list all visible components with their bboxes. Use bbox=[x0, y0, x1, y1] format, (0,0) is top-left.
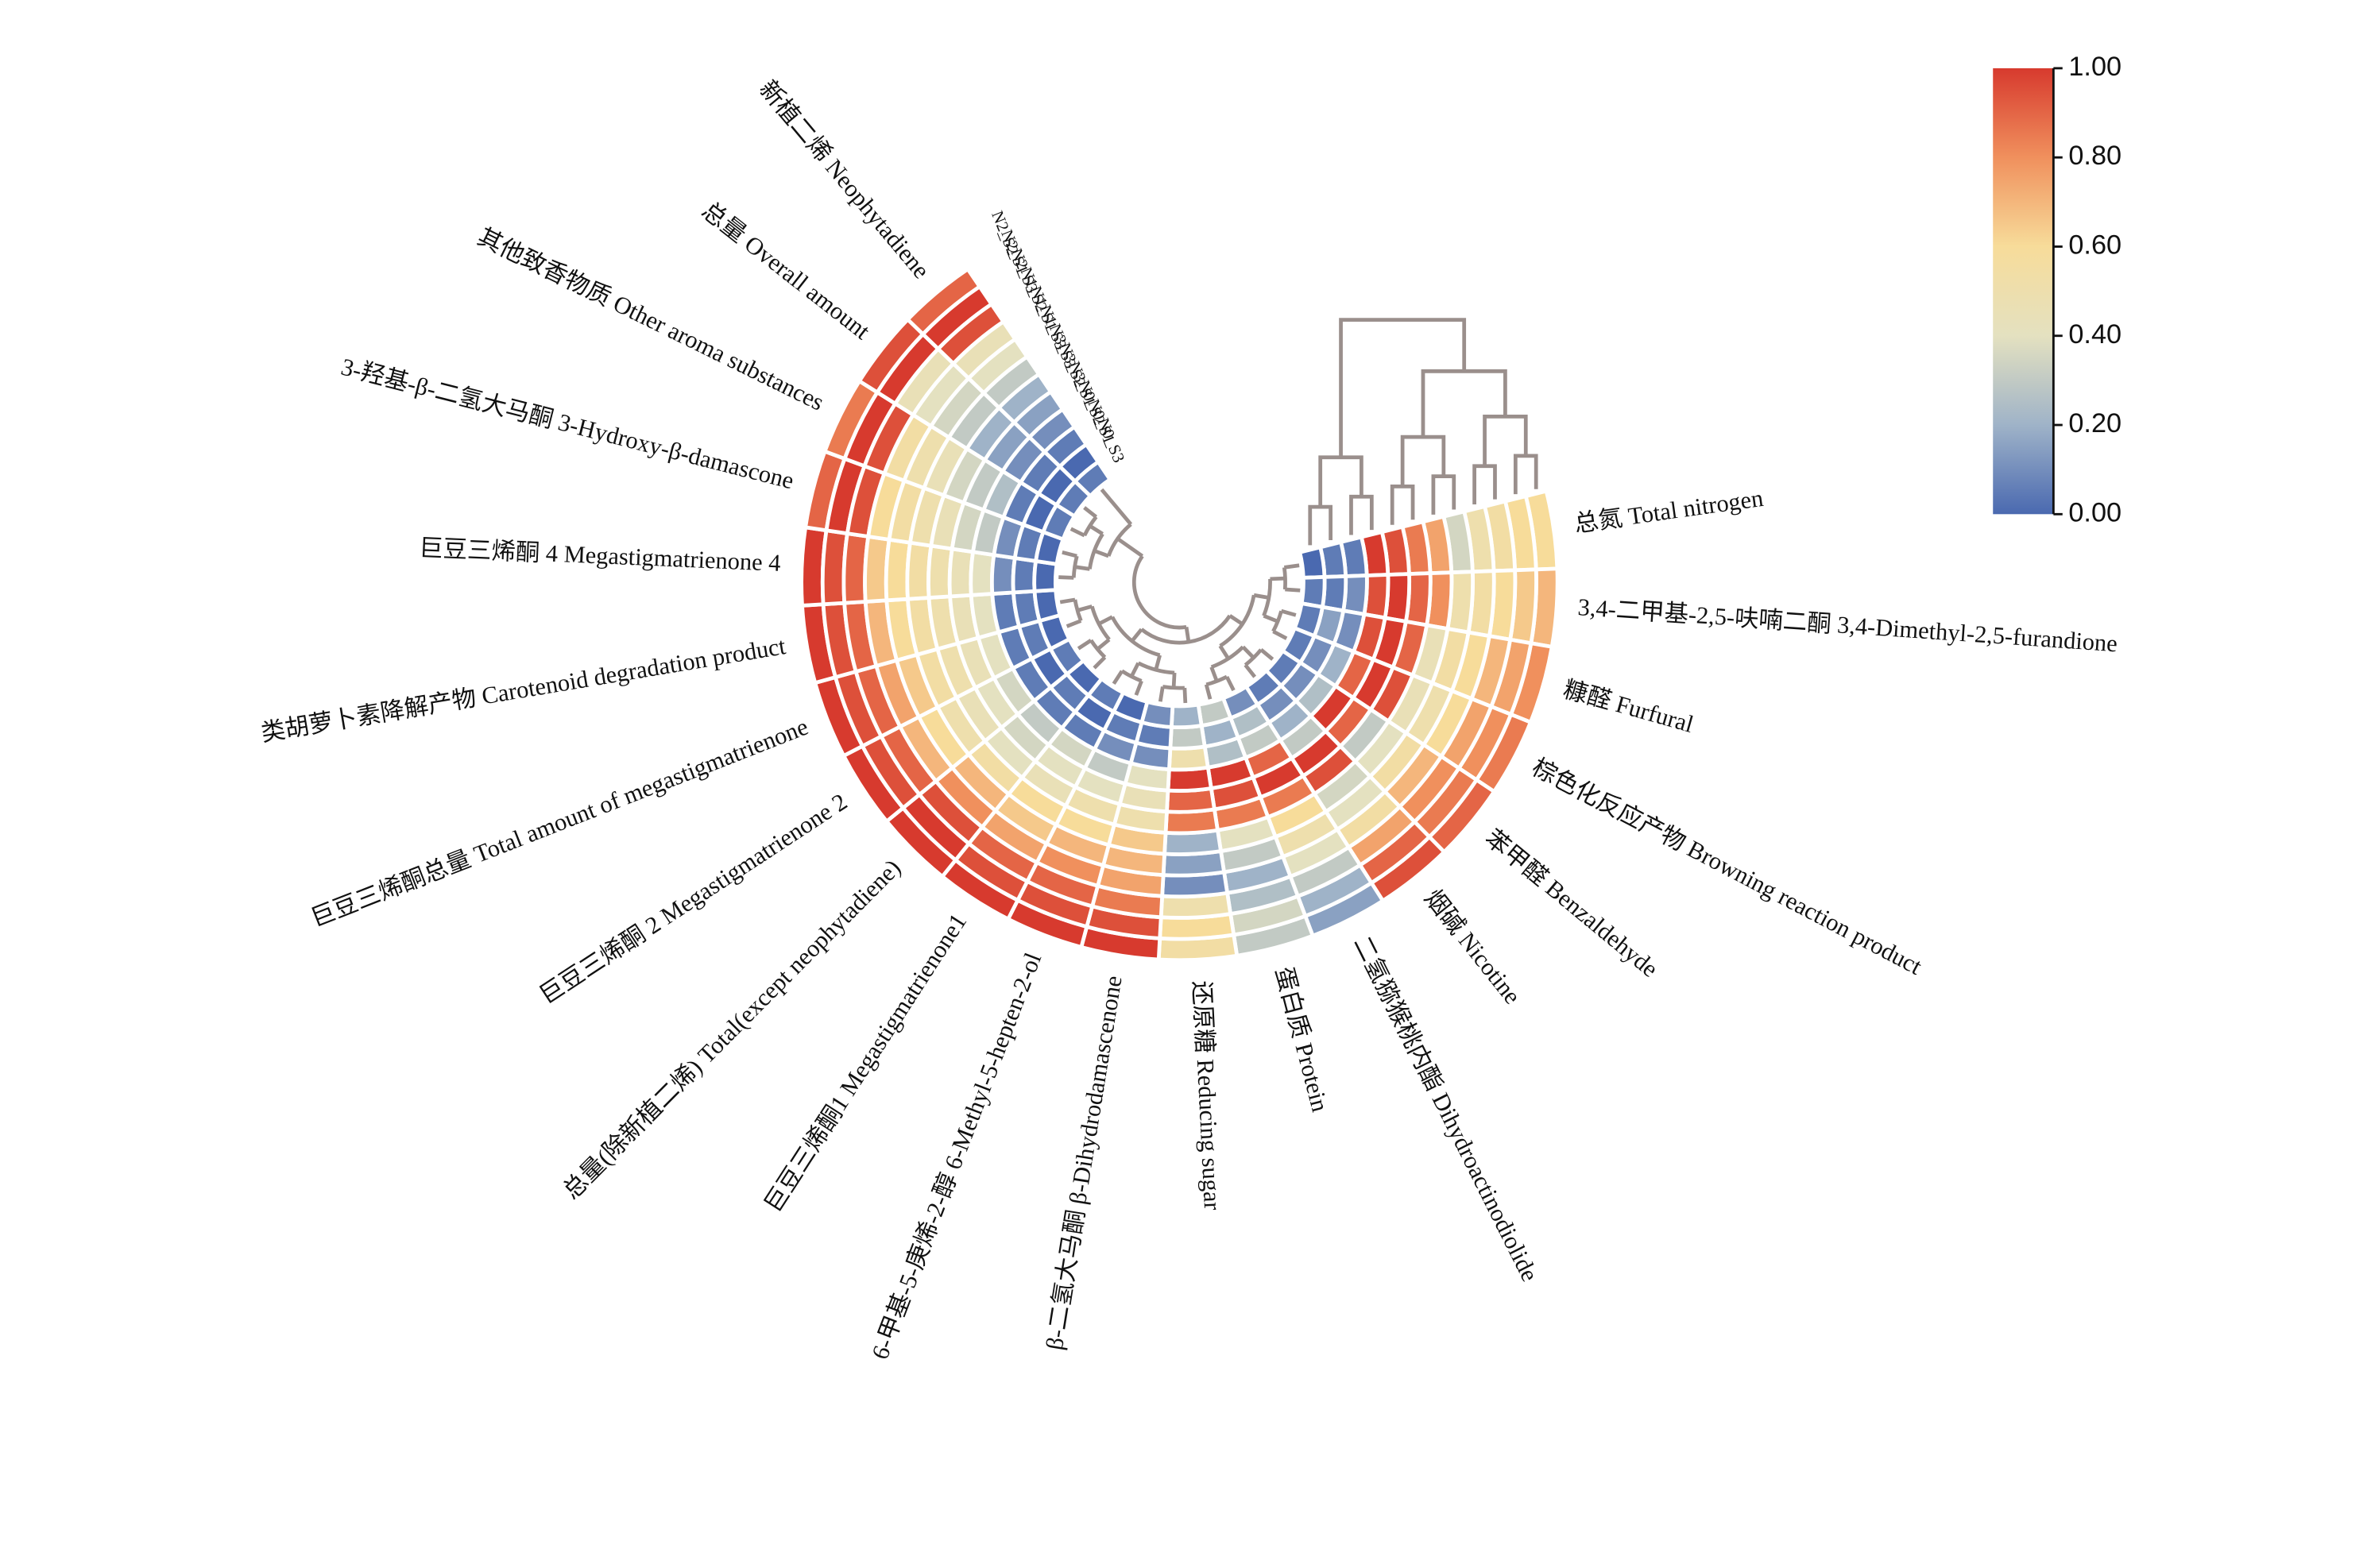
colorbar-tick-label: 0.00 bbox=[2068, 497, 2122, 527]
dendrogram-branch bbox=[1421, 369, 1507, 438]
dendrogram-branch bbox=[1089, 639, 1107, 659]
dendrogram-branch bbox=[1308, 504, 1333, 546]
heatmap-cell bbox=[1196, 695, 1233, 728]
dendrogram-branch bbox=[1224, 675, 1236, 692]
heatmap bbox=[799, 266, 1560, 963]
dendrogram-branch bbox=[1100, 488, 1133, 526]
dendrogram-branch bbox=[1285, 587, 1301, 593]
dendrogram-branch bbox=[1205, 674, 1228, 687]
dendrogram-branch bbox=[1283, 563, 1300, 570]
dendrogram-branch bbox=[1280, 608, 1297, 617]
dendrogram-branch bbox=[1209, 666, 1219, 682]
dendrogram-branch bbox=[1282, 567, 1287, 590]
dendrogram-branch bbox=[1431, 474, 1456, 515]
colorbar-tick-label: 0.60 bbox=[2068, 230, 2122, 261]
colorbar-tick-label: 0.40 bbox=[2068, 319, 2122, 350]
dendrogram-branch bbox=[1259, 648, 1274, 661]
dendrogram-branch bbox=[1116, 537, 1144, 558]
dendrogram-branch bbox=[1112, 670, 1124, 686]
colorbar-scale bbox=[1993, 68, 2054, 515]
dendrogram-branch bbox=[1074, 565, 1090, 571]
category-label: 总量 Overall amount bbox=[697, 197, 876, 346]
dendrogram-branch bbox=[1272, 629, 1288, 640]
category-label: 烟碱 Nicotine bbox=[1419, 885, 1526, 1010]
dendrogram-branch bbox=[1059, 597, 1076, 604]
colorbar: 0.00 0.20 0.40 0.60 0.80 1.00 bbox=[1993, 52, 2122, 527]
dendrogram-branch bbox=[1218, 644, 1230, 660]
heatmap-cell bbox=[1011, 555, 1039, 595]
dendrogram-branch bbox=[1090, 605, 1111, 641]
colorbar-tick-label: 0.80 bbox=[2068, 141, 2122, 171]
category-label: 巨豆三烯酮总量 Total amount of megastigmatrieno… bbox=[307, 713, 811, 933]
category-label: 总量(除新植二烯) Total(except neophytadiene) bbox=[558, 854, 906, 1204]
dendrogram-branch bbox=[1093, 549, 1109, 558]
dendrogram-branch bbox=[1077, 639, 1093, 651]
dendrogram-branch bbox=[1270, 576, 1286, 581]
dendrogram-branch bbox=[1262, 578, 1272, 617]
category-label: 总氮 Total nitrogen bbox=[1572, 485, 1765, 538]
heatmap-cell bbox=[1072, 459, 1113, 499]
dendrogram-branch bbox=[1263, 614, 1278, 624]
dendrogram-branch bbox=[1066, 619, 1082, 628]
dendrogram-branch bbox=[1204, 684, 1213, 700]
dendrogram-branch bbox=[1110, 616, 1161, 658]
heatmap-cell bbox=[1032, 588, 1062, 624]
colorbar-tick-label: 0.20 bbox=[2068, 408, 2122, 438]
dendrogram-branch bbox=[1182, 687, 1188, 704]
dendrogram-branch bbox=[1253, 593, 1270, 600]
dendrogram-branch bbox=[1089, 524, 1104, 536]
heatmap-cell bbox=[1297, 545, 1327, 580]
dendrogram-branch bbox=[1158, 686, 1165, 702]
dendrogram-branch bbox=[1244, 648, 1263, 667]
dendrogram-branch bbox=[1390, 485, 1415, 525]
dendrogram-branch bbox=[1228, 614, 1244, 626]
dendrogram-branch bbox=[1134, 680, 1143, 696]
dendrogram-branch bbox=[1271, 610, 1283, 632]
heatmap-cell bbox=[1169, 702, 1204, 730]
category-label: β-二氢大马酮 β-Dihydrodamascenone bbox=[1041, 974, 1127, 1352]
dendrogram-branch bbox=[1244, 663, 1257, 678]
dendrogram-branch bbox=[1093, 655, 1107, 670]
category-label: 类胡萝卜素降解产物 Carotenoid degradation product bbox=[259, 632, 788, 747]
category-label: 3,4-二甲基-2,5-呋喃二酮 3,4-Dimethyl-2,5-furand… bbox=[1577, 593, 2118, 657]
dendrogram-branch bbox=[1140, 614, 1232, 645]
category-label: 苯甲醛 Benzaldehyde bbox=[1480, 825, 1664, 983]
dendrogram-branch bbox=[1400, 434, 1446, 487]
dendrogram-branch bbox=[1077, 604, 1093, 612]
dendrogram-branch bbox=[1219, 594, 1256, 648]
dendrogram-branch bbox=[1083, 506, 1098, 519]
dendrogram-branch bbox=[1058, 575, 1074, 580]
dendrogram-branch bbox=[1130, 628, 1143, 643]
category-label: 蛋白质 Protein bbox=[1270, 964, 1333, 1114]
dendrogram-branch bbox=[1096, 638, 1111, 651]
dendrogram-branch bbox=[1483, 415, 1528, 466]
dendrogram-branch bbox=[1339, 318, 1467, 458]
dendrogram-branch bbox=[1349, 494, 1374, 535]
dendrogram-branch bbox=[1069, 527, 1085, 538]
dendrogram-branch bbox=[1513, 454, 1538, 495]
dendrogram bbox=[1058, 318, 1538, 704]
dendrogram-branch bbox=[1154, 655, 1162, 670]
dendrogram-branch bbox=[1062, 550, 1077, 558]
category-label: 还原糖 Reducing sugar bbox=[1188, 980, 1226, 1211]
dendrogram-branch bbox=[1184, 627, 1191, 643]
colorbar-tick-label: 1.00 bbox=[2068, 52, 2122, 82]
category-label: 3-羟基-β-二氢大马酮 3-Hydroxy-β-damascone bbox=[338, 353, 797, 495]
heatmap-cell bbox=[1032, 558, 1059, 593]
category-label: 糠醛 Furfural bbox=[1561, 675, 1696, 738]
dendrogram-branch bbox=[1241, 645, 1255, 659]
dendrogram-branch bbox=[1472, 464, 1497, 505]
dendrogram-branch bbox=[1318, 455, 1363, 508]
dendrogram-branch bbox=[1131, 554, 1187, 630]
dendrogram-branch bbox=[1129, 662, 1140, 678]
dendrogram-branch bbox=[1071, 555, 1079, 578]
category-label: 巨豆三烯酮 4 Megastigmatrienone 4 bbox=[419, 535, 782, 577]
category-label: 棕色化反应产物 Browning reaction product bbox=[1528, 754, 1927, 980]
dendrogram-branch bbox=[1097, 615, 1113, 626]
